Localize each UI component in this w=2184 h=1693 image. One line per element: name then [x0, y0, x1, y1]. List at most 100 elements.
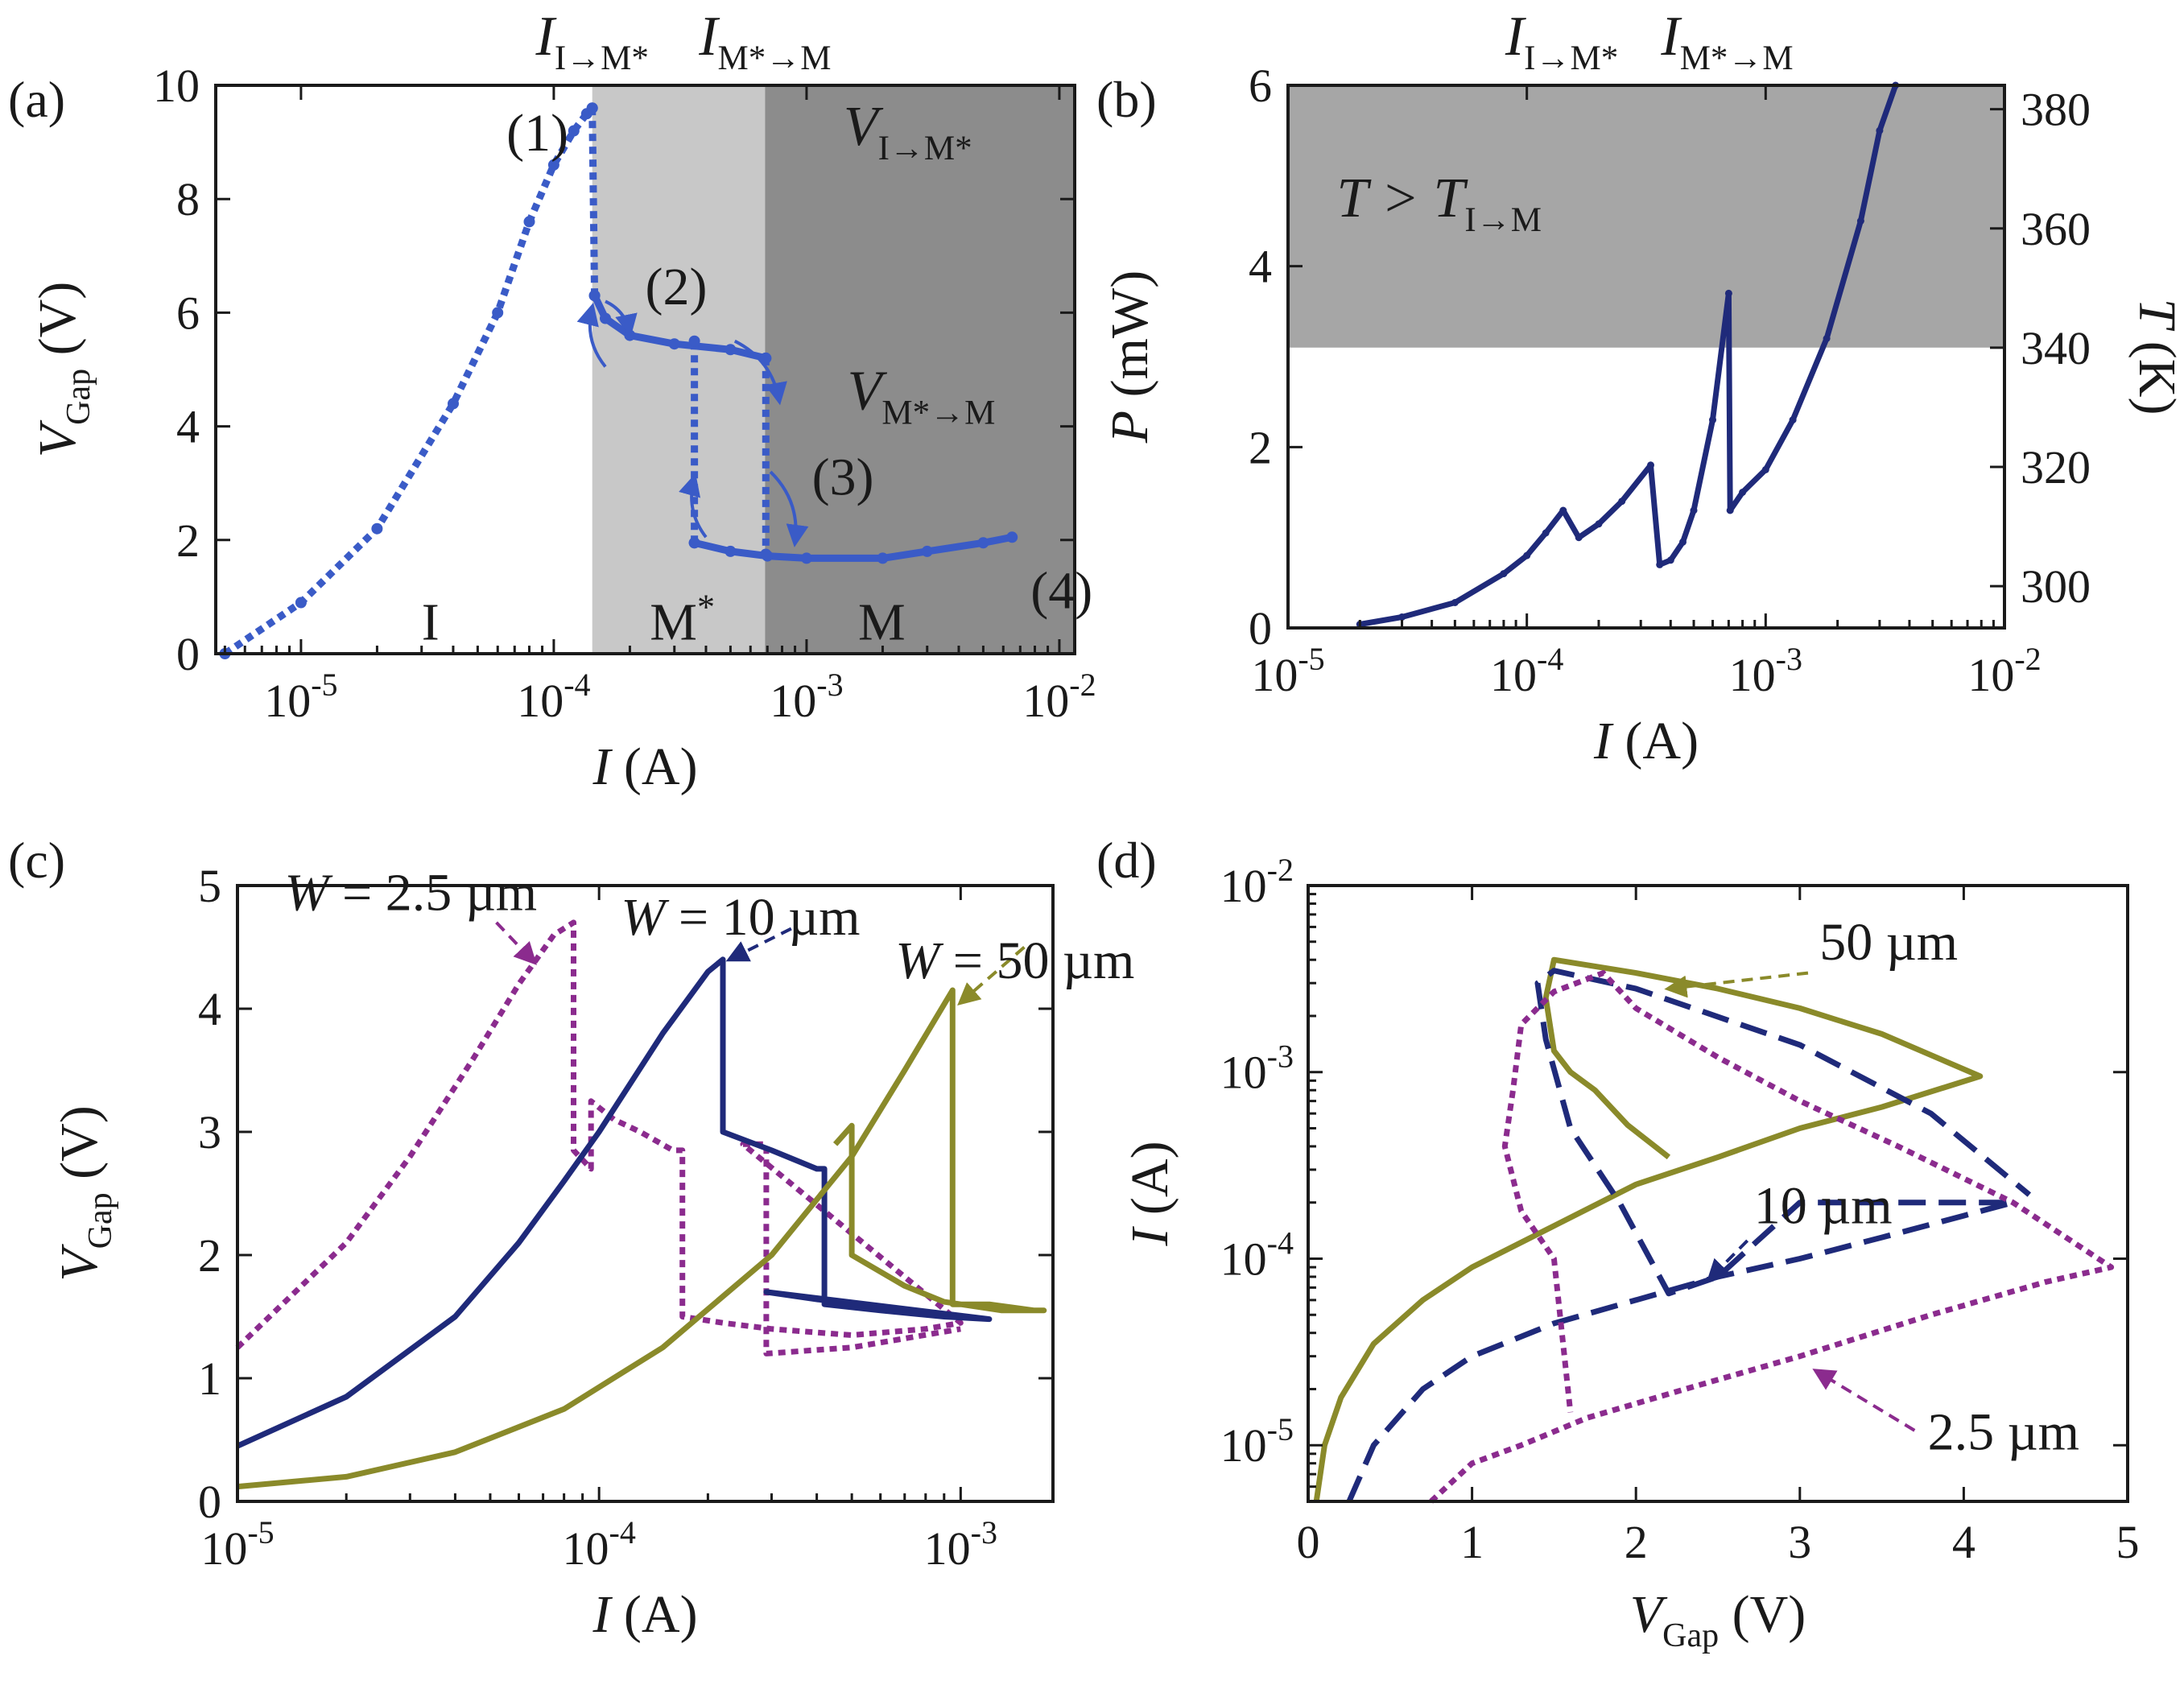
annotation-label: (4): [1030, 562, 1092, 621]
y-tick-label: 10-3: [1220, 1039, 1294, 1099]
x-tick-label: 10-3: [770, 667, 843, 727]
data-point: [586, 102, 598, 114]
data-point: [1690, 506, 1698, 514]
annotation-label: W = 10 µm: [621, 888, 860, 947]
annotation-label: VI→M*: [844, 96, 972, 167]
annotation-label: (1): [506, 104, 568, 163]
x-tick-label: 1: [1460, 1516, 1484, 1568]
data-point: [1542, 529, 1550, 537]
data-point: [1618, 498, 1626, 506]
x-tick-label: 5: [2116, 1516, 2140, 1568]
data-point: [1575, 534, 1583, 542]
x-tick-label: 10-5: [1251, 641, 1324, 701]
y-tick-label: 10: [153, 60, 200, 112]
annotation-label: 10 µm: [1754, 1176, 1893, 1235]
annotation-label: W = 2.5 µm: [285, 864, 538, 923]
y-tick-label: 10-2: [1220, 852, 1294, 912]
data-point: [725, 545, 737, 557]
right-y-axis-label: T (K): [2128, 299, 2184, 415]
panel-b: 10-5 10-4 10-3 10-2 0 2 4 6 300 320 340 360 380 T (K)…: [1096, 6, 2184, 770]
x-tick-label: 10-3: [924, 1514, 997, 1575]
panel-label: (a): [8, 71, 65, 128]
data-point: [688, 537, 700, 549]
annotation-arrow: [725, 927, 792, 962]
y-tick-label: 6: [1249, 60, 1272, 112]
y-axis-label: P (mW): [1100, 270, 1159, 444]
series-10-m: [1346, 968, 2032, 1503]
data-point: [1656, 560, 1664, 568]
right-y-tick-label: 380: [2021, 84, 2091, 136]
series-2-5-m: [1429, 970, 2115, 1504]
annotation-arrow: [1664, 971, 1809, 998]
right-y-tick-label: 360: [2021, 203, 2091, 255]
panel-label: (c): [8, 832, 65, 889]
data-point: [492, 307, 504, 319]
data-point: [762, 550, 774, 562]
annotation-label: VM*→M: [848, 360, 996, 432]
y-axis-label: I (A): [1121, 1141, 1179, 1246]
series-50-m: [1313, 956, 1984, 1502]
y-tick-label: 5: [198, 860, 221, 912]
x-tick-label: 3: [1788, 1516, 1811, 1568]
y-axis-label: VGap (V): [28, 282, 97, 457]
y-tick-label: 0: [198, 1476, 221, 1528]
annotation-label: (2): [646, 258, 708, 316]
region-M: [765, 85, 1075, 654]
data-point: [1761, 465, 1769, 473]
annotation-label: I: [422, 593, 440, 651]
plot-frame: [214, 84, 1076, 655]
shaded-band: [1288, 85, 2004, 348]
data-point: [568, 125, 580, 137]
annotation-label: M*: [650, 587, 715, 651]
data-point: [800, 552, 812, 564]
x-tick-label: 10-4: [517, 667, 590, 727]
data-point: [1724, 289, 1732, 297]
panel-label: (b): [1096, 71, 1157, 128]
region-Mstar: [592, 85, 766, 654]
y-axis-label: VGap (V): [50, 1105, 119, 1281]
data-point: [547, 159, 559, 171]
panel-d: 0 1 2 3 4 5 10-5 10-4 10-3 10-2 VGap (V) I (A) (d) 50…: [1096, 832, 2140, 1654]
data-point: [1679, 538, 1687, 546]
annotation-label: W = 50 µm: [895, 931, 1134, 990]
top-label: II→M*: [1505, 6, 1618, 77]
series-w-10-m: [236, 956, 993, 1449]
plot-frame: [236, 884, 1055, 1503]
data-point: [1523, 551, 1531, 560]
data-point: [1500, 570, 1508, 578]
y-tick-label: 8: [176, 173, 200, 225]
data-point: [1559, 506, 1567, 514]
sweep-arrow: [733, 339, 787, 406]
annotation-label: 50 µm: [1819, 913, 1958, 972]
panel-a: 10-5 10-4 10-3 10-2 0 2 4 6 8 10 I (A) VGap (V) (a) I…: [8, 6, 1096, 796]
data-point: [1647, 461, 1654, 469]
annotation-label: (3): [812, 448, 874, 506]
x-tick-label: 10-2: [1967, 641, 2041, 701]
y-tick-label: 3: [198, 1106, 221, 1158]
data-point: [1398, 613, 1406, 621]
y-tick-label: 0: [1249, 602, 1272, 654]
x-tick-label: 0: [1297, 1516, 1320, 1568]
x-tick-label: 10-4: [563, 1514, 636, 1575]
right-y-tick-label: 300: [2021, 560, 2091, 613]
data-point: [1823, 335, 1831, 342]
data-point: [1739, 489, 1747, 496]
data-point: [371, 522, 383, 535]
shade-label: T > TI→M: [1337, 167, 1542, 239]
data-point: [1666, 556, 1674, 564]
data-point: [1595, 520, 1603, 528]
series-w-2-5-m: [235, 919, 964, 1356]
panel-c: 10-5 10-4 10-3 0 1 2 3 4 5 I (A) VGap (V) (c) W = 2.…: [8, 832, 1134, 1644]
series-sweep-up: [222, 105, 595, 657]
annotation-label: M: [858, 593, 906, 651]
data-point: [1709, 416, 1716, 424]
data-point: [295, 597, 307, 609]
sweep-arrow: [576, 302, 607, 368]
series-w-50-m: [237, 987, 1047, 1490]
data-point: [921, 545, 933, 557]
x-tick-label: 2: [1625, 1516, 1648, 1568]
plot-frame: [1286, 84, 2006, 630]
sweep-arrow: [679, 473, 708, 539]
data-point: [1856, 217, 1864, 225]
